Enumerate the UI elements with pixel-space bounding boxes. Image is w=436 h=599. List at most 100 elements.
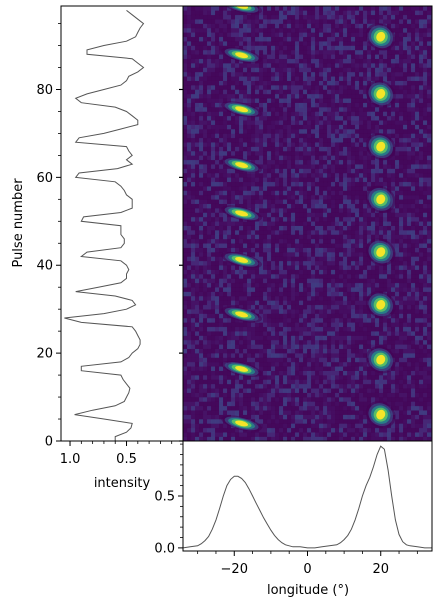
heatmap-noise-cell: [395, 309, 400, 314]
heatmap-noise-cell: [303, 247, 308, 253]
heatmap-noise-cell: [359, 370, 364, 376]
heatmap-noise-cell: [291, 436, 296, 441]
heatmap-noise-cell: [331, 326, 336, 332]
heatmap-noise-cell: [215, 348, 220, 354]
heatmap-noise-cell: [343, 151, 348, 156]
heatmap-noise-cell: [415, 379, 420, 385]
heatmap-noise-cell: [359, 348, 364, 354]
heatmap-noise-cell: [343, 221, 348, 226]
heatmap-noise-cell: [303, 177, 308, 183]
heatmap-noise-cell: [211, 151, 216, 156]
heatmap-noise-cell: [299, 164, 304, 169]
heatmap-noise-cell: [411, 181, 416, 187]
heatmap-noise-cell: [187, 208, 192, 213]
heatmap-noise-cell: [303, 137, 308, 143]
heatmap-noise-cell: [323, 115, 328, 121]
heatmap-noise-cell: [287, 186, 292, 191]
heatmap-noise-cell: [311, 353, 316, 358]
heatmap-noise-cell: [339, 331, 344, 336]
heatmap-noise-cell: [263, 401, 268, 407]
heatmap-noise-cell: [363, 296, 368, 301]
heatmap-noise-cell: [295, 269, 300, 275]
heatmap-noise-cell: [247, 120, 252, 125]
heatmap-noise-cell: [359, 203, 364, 209]
heatmap-noise-cell: [379, 265, 384, 270]
heatmap-noise-cell: [387, 168, 392, 174]
heatmap-noise-cell: [331, 436, 336, 441]
heatmap-noise-cell: [239, 282, 244, 288]
heatmap-noise-cell: [251, 142, 256, 147]
heatmap-noise-cell: [187, 124, 192, 130]
heatmap-noise-cell: [415, 392, 420, 398]
heatmap-noise-cell: [319, 287, 324, 292]
heatmap-noise-cell: [427, 423, 432, 429]
heatmap-noise-cell: [319, 427, 324, 433]
heatmap-noise-cell: [275, 344, 280, 350]
heatmap-noise-cell: [275, 137, 280, 143]
heatmap-noise-cell: [339, 208, 344, 213]
heatmap-noise-cell: [243, 199, 248, 205]
heatmap-noise-cell: [363, 331, 368, 336]
heatmap-noise-cell: [339, 392, 344, 398]
heatmap-noise-cell: [395, 164, 400, 169]
heatmap-noise-cell: [351, 159, 356, 165]
heatmap-noise-cell: [271, 252, 276, 257]
heatmap-noise-cell: [251, 344, 256, 350]
heatmap-noise-cell: [215, 247, 220, 253]
heatmap-noise-cell: [347, 410, 352, 415]
heatmap-noise-cell: [287, 344, 292, 350]
heatmap-noise-cell: [319, 344, 324, 350]
heatmap-noise-cell: [287, 159, 292, 165]
heatmap-noise-cell: [387, 335, 392, 341]
heatmap-noise-cell: [247, 252, 252, 257]
heatmap-noise-cell: [279, 383, 284, 389]
heatmap-noise-cell: [311, 221, 316, 226]
heatmap-noise-cell: [255, 278, 260, 284]
heatmap-noise-cell: [231, 401, 236, 407]
heatmap-noise-cell: [395, 102, 400, 108]
heatmap-noise-cell: [419, 247, 424, 253]
heatmap-noise-cell: [315, 93, 320, 99]
heatmap-noise-cell: [319, 168, 324, 174]
heatmap-noise-cell: [199, 423, 204, 429]
heatmap-noise-cell: [183, 344, 188, 350]
heatmap-noise-cell: [419, 151, 424, 156]
heatmap-noise-cell: [211, 335, 216, 341]
heatmap-noise-cell: [299, 357, 304, 363]
heatmap-noise-cell: [227, 98, 232, 103]
heatmap-noise-cell: [299, 238, 304, 244]
heatmap-noise-cell: [203, 353, 208, 358]
heatmap-noise-cell: [323, 93, 328, 99]
heatmap-noise-cell: [399, 401, 404, 407]
heatmap-noise-cell: [347, 291, 352, 297]
heatmap-noise-cell: [355, 375, 360, 380]
heatmap-noise-cell: [355, 344, 360, 350]
heatmap-noise-cell: [355, 172, 360, 178]
heatmap-noise-cell: [303, 383, 308, 389]
heatmap-noise-cell: [263, 120, 268, 125]
heatmap-noise-cell: [259, 414, 264, 420]
heatmap-noise-cell: [267, 300, 272, 306]
heatmap-noise-cell: [291, 199, 296, 205]
heatmap-noise-cell: [299, 317, 304, 323]
heatmap-noise-cell: [427, 326, 432, 332]
heatmap-noise-cell: [343, 124, 348, 130]
heatmap-noise-cell: [327, 225, 332, 231]
heatmap-noise-cell: [367, 216, 372, 222]
heatmap-noise-cell: [319, 326, 324, 332]
heatmap-noise-cell: [391, 129, 396, 134]
heatmap-noise-cell: [419, 331, 424, 336]
heatmap-noise-cell: [295, 129, 300, 134]
heatmap-noise-cell: [319, 107, 324, 112]
heatmap-noise-cell: [287, 181, 292, 187]
heatmap-noise-cell: [199, 203, 204, 209]
heatmap-noise-cell: [335, 353, 340, 358]
heatmap-noise-cell: [295, 392, 300, 398]
heatmap-noise-cell: [335, 208, 340, 213]
heatmap-noise-cell: [239, 348, 244, 354]
heatmap-noise-cell: [227, 111, 232, 117]
heatmap-noise-cell: [259, 243, 264, 248]
heatmap-noise-cell: [199, 102, 204, 108]
heatmap-noise-cell: [299, 221, 304, 226]
heatmap-noise-cell: [231, 194, 236, 200]
